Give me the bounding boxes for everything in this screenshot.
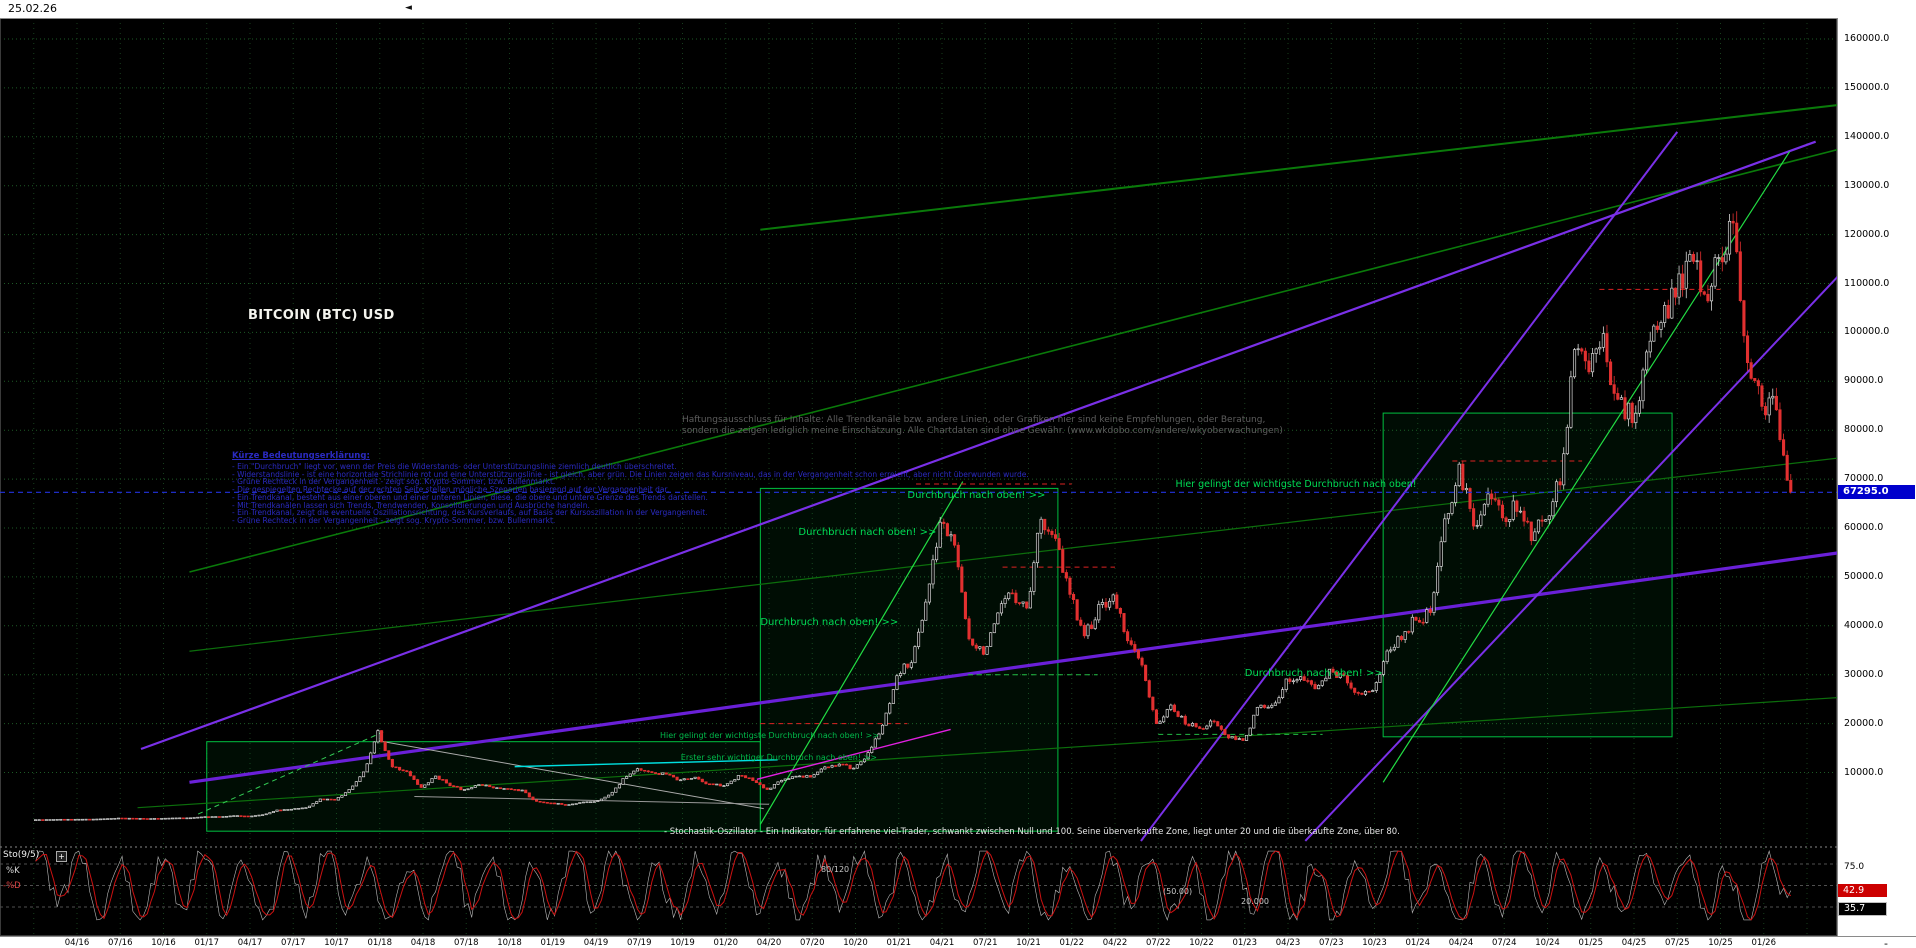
time-tick-label: 04/16 [64, 938, 90, 948]
time-tick-label: 10/17 [324, 938, 349, 948]
time-tick-label: 07/24 [1492, 938, 1517, 948]
price-tick-label: 150000.0 [1844, 81, 1890, 93]
stoch-k-line [35, 849, 1792, 921]
price-tick-label: 10000.0 [1844, 766, 1884, 778]
price-tick-label: 20000.0 [1844, 717, 1884, 729]
time-tick-label: 01/20 [713, 938, 739, 948]
time-tick-label: 01/17 [194, 938, 220, 948]
date-label: 25.02.26 [8, 2, 57, 15]
time-tick-label: 10/18 [497, 938, 522, 948]
time-tick-label: 10/25 [1708, 938, 1733, 948]
trendline-steep-violet-1 [1140, 131, 1679, 842]
time-tick-label: 07/23 [1319, 938, 1344, 948]
trendline-lower-green-support [137, 695, 1859, 809]
time-tick-label: 04/25 [1621, 938, 1647, 948]
time-tick-label: 10/23 [1362, 938, 1387, 948]
time-tick-label: 04/17 [237, 938, 263, 948]
price-tick-label: 50000.0 [1844, 570, 1884, 582]
time-tick-label: 04/21 [929, 938, 955, 948]
stoch-k-value-badge: 42.9 [1838, 884, 1887, 897]
price-tick-label: 40000.0 [1844, 619, 1884, 631]
trendline-steep-violet-2 [1304, 253, 1860, 842]
time-tick-label: 07/17 [281, 938, 306, 948]
candles [34, 211, 1793, 821]
time-tick-label: 10/21 [1016, 938, 1041, 948]
price-tick-label: 60000.0 [1844, 522, 1884, 533]
time-tick-label: 01/24 [1405, 938, 1431, 948]
trendline-thick-violet-support [189, 548, 1860, 784]
trendline-mid-green-channel [189, 143, 1860, 573]
time-tick-label: 04/18 [410, 938, 436, 948]
left-arrow-marker-icon: ◄ [405, 3, 412, 13]
time-tick-label: 01/18 [367, 938, 393, 948]
time-tick-label: 04/24 [1448, 938, 1474, 948]
time-tick-label: 01/21 [886, 938, 912, 948]
time-axis[interactable]: 04/16 07/16 10/16 01/17 04/17 07/17 10/17 01/18… [0, 936, 1916, 948]
time-tick-label: 07/20 [800, 938, 825, 948]
time-tick-label: 10/16 [151, 938, 176, 948]
trendline-rally-2017-trendline [197, 731, 384, 815]
trendline-inner-green-trend [189, 455, 1859, 652]
stochastic-settings-button[interactable]: + [56, 851, 67, 862]
trendline-cyan-resistance-2019 [514, 759, 778, 768]
time-tick-label: 07/21 [973, 938, 998, 948]
region-crypto-summer-2017 [206, 741, 761, 832]
time-tick-label: 04/22 [1102, 938, 1128, 948]
time-tick-label: 01/19 [540, 938, 566, 948]
trendline-downtrend-2018 [377, 740, 764, 810]
price-tick-label: 90000.0 [1844, 375, 1884, 387]
current-price-badge: 67295.0 [1838, 485, 1915, 499]
price-tick-label: 30000.0 [1844, 668, 1884, 680]
trendline-magenta-support [756, 728, 951, 781]
price-tick-label: 110000.0 [1844, 277, 1890, 289]
price-tick-label: 80000.0 [1844, 424, 1884, 436]
price-tick-label: 160000.0 [1844, 33, 1890, 44]
time-tick-label: 04/23 [1275, 938, 1301, 948]
stoch-d-line [35, 850, 1792, 921]
trendline-base-2018-2020 [414, 795, 770, 805]
price-tick-label: 70000.0 [1844, 473, 1884, 485]
stoch-axis-75-label: 75.0 [1844, 862, 1865, 872]
zoom-out-button[interactable]: - [1884, 937, 1888, 948]
time-tick-label: 04/20 [756, 938, 782, 948]
region-crypto-summer-2020-21 [759, 487, 1059, 832]
trendline-steep-bright-green-2020 [759, 481, 964, 825]
time-tick-label: 07/18 [454, 938, 479, 948]
time-tick-label: 07/25 [1665, 938, 1690, 948]
top-bar: 25.02.26 ◄ [0, 0, 1916, 19]
time-tick-label: 07/16 [108, 938, 133, 948]
time-tick-label: 10/19 [670, 938, 695, 948]
price-axis[interactable]: 160000.0 150000.0 140000.0 130000.0 120000.0… [1837, 18, 1916, 936]
stoch-d-value-badge: 35.7 [1838, 902, 1887, 916]
price-tick-label: 120000.0 [1844, 228, 1890, 240]
time-tick-label: 07/22 [1146, 938, 1171, 948]
trendline-long-violet-trend [140, 140, 1817, 751]
region-crypto-summer-2023-25 [1382, 412, 1673, 738]
time-tick-label: 01/23 [1232, 938, 1258, 948]
time-tick-label: 07/19 [627, 938, 652, 948]
time-tick-label: 01/26 [1751, 938, 1777, 948]
time-tick-label: 04/19 [583, 938, 609, 948]
time-tick-label: 10/22 [1189, 938, 1214, 948]
time-tick-label: 01/22 [1059, 938, 1085, 948]
price-tick-label: 130000.0 [1844, 179, 1890, 191]
time-tick-label: 10/20 [843, 938, 868, 948]
price-tick-label: 140000.0 [1844, 130, 1890, 142]
price-tick-label: 100000.0 [1844, 326, 1890, 338]
time-tick-label: 10/24 [1535, 938, 1560, 948]
time-tick-label: 01/25 [1578, 938, 1604, 948]
trendline-upper-green-channel [760, 101, 1860, 231]
